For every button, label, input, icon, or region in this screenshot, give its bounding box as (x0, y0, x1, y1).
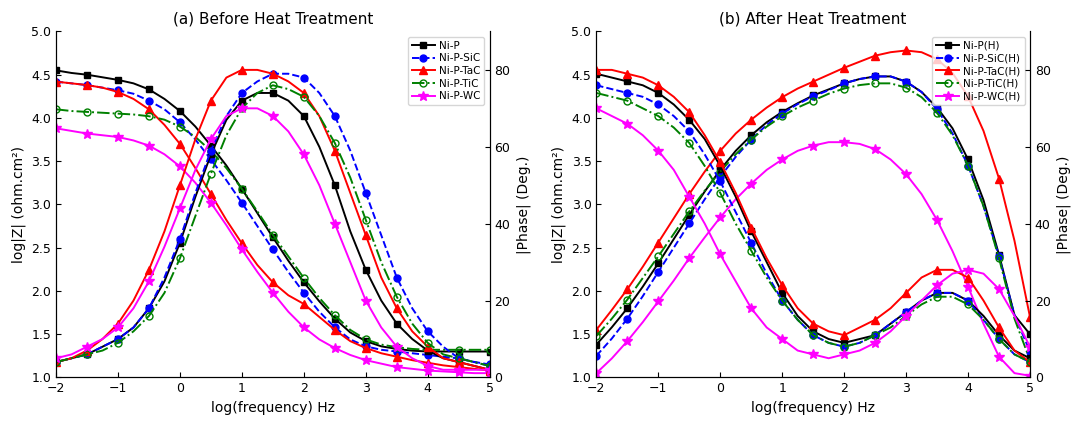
Title: (a) Before Heat Treatment: (a) Before Heat Treatment (173, 11, 373, 26)
Title: (b) After Heat Treatment: (b) After Heat Treatment (720, 11, 907, 26)
Y-axis label: log|Z| (ohm.cm²): log|Z| (ohm.cm²) (11, 146, 26, 263)
Y-axis label: log|Z| (ohm.cm²): log|Z| (ohm.cm²) (552, 146, 566, 263)
Y-axis label: |Phase| (Deg.): |Phase| (Deg.) (1056, 155, 1071, 253)
Y-axis label: |Phase| (Deg.): |Phase| (Deg.) (516, 155, 530, 253)
X-axis label: log(frequency) Hz: log(frequency) Hz (211, 401, 334, 415)
Legend: Ni-P(H), Ni-P-SiC(H), Ni-P-TaC(H), Ni-P-TiC(H), Ni-P-WC(H): Ni-P(H), Ni-P-SiC(H), Ni-P-TaC(H), Ni-P-… (932, 37, 1025, 105)
Legend: Ni-P, Ni-P-SiC, Ni-P-TaC, Ni-P-TiC, Ni-P-WC: Ni-P, Ni-P-SiC, Ni-P-TaC, Ni-P-TiC, Ni-P… (408, 37, 485, 105)
X-axis label: log(frequency) Hz: log(frequency) Hz (751, 401, 875, 415)
